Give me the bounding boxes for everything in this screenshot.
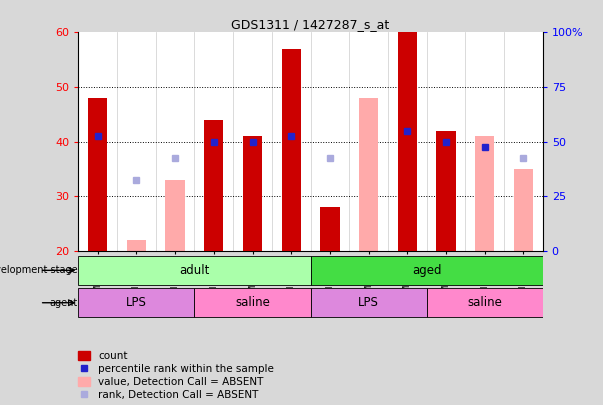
Text: agent: agent [49, 298, 78, 308]
Text: aged: aged [412, 264, 441, 277]
Bar [514, 169, 533, 251]
Text: adult: adult [179, 264, 210, 277]
Text: development stage: development stage [0, 265, 78, 275]
Text: LPS: LPS [126, 296, 147, 309]
Legend: count, percentile rank within the sample, value, Detection Call = ABSENT, rank, : count, percentile rank within the sample… [78, 351, 274, 400]
Bar [311, 256, 543, 285]
Bar [127, 240, 146, 251]
Bar [243, 136, 262, 251]
Bar [165, 180, 185, 251]
Bar [282, 49, 301, 251]
Bar [204, 120, 224, 251]
Bar [88, 98, 107, 251]
Bar [397, 32, 417, 251]
Bar [78, 256, 311, 285]
Text: saline: saline [467, 296, 502, 309]
Bar [437, 131, 456, 251]
Title: GDS1311 / 1427287_s_at: GDS1311 / 1427287_s_at [232, 18, 390, 31]
Bar [194, 288, 311, 318]
Bar [78, 288, 195, 318]
Text: LPS: LPS [358, 296, 379, 309]
Bar [475, 136, 494, 251]
Bar [427, 288, 543, 318]
Text: saline: saline [235, 296, 270, 309]
Bar [359, 98, 378, 251]
Bar [320, 207, 339, 251]
Bar [311, 288, 427, 318]
